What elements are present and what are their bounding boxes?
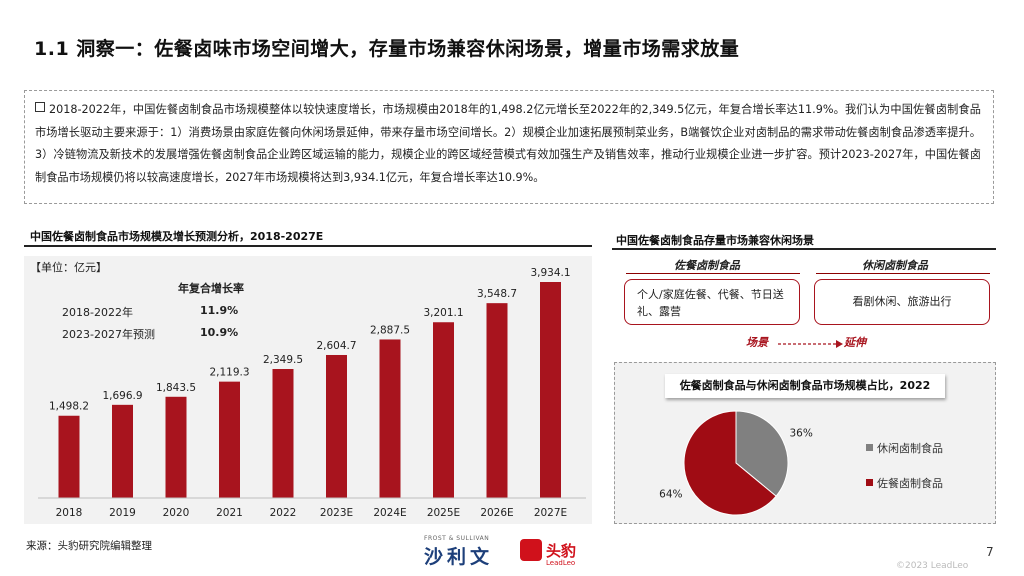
cagr-period-2: 2023-2027年预测 xyxy=(62,328,155,341)
cagr-value-1: 11.9% xyxy=(200,304,239,317)
legend-item-side-dish: 佐餐卤制食品 xyxy=(866,475,943,491)
bar-2027E xyxy=(540,282,561,498)
summary-box: 2018-2022年，中国佐餐卤制食品市场规模整体以较快速度增长，市场规模由20… xyxy=(24,90,994,204)
frost-sullivan-caption: FROST & SULLIVAN xyxy=(424,535,490,542)
bar-chart-title-rule xyxy=(24,245,592,247)
x-tick-label: 2018 xyxy=(56,507,83,519)
pie-slice-0 xyxy=(735,410,789,497)
x-tick-label: 2021 xyxy=(216,507,243,519)
bar-2018 xyxy=(58,415,80,498)
frost-sullivan-logo: 沙利文 xyxy=(424,546,494,568)
bar-2019 xyxy=(112,404,133,498)
x-tick-label: 2020 xyxy=(163,507,190,519)
x-tick-label: 2022 xyxy=(270,507,297,519)
bar-2021 xyxy=(219,381,240,498)
page-number: 7 xyxy=(986,545,994,559)
bar-2024E xyxy=(379,339,401,498)
col-header-snack-line xyxy=(816,273,990,274)
bar-value-label: 2,349.5 xyxy=(263,354,303,366)
col-header-side-dish: 佐餐卤制食品 xyxy=(674,259,740,272)
summary-paragraph: 2018-2022年，中国佐餐卤制食品市场规模整体以较快速度增长，市场规模由20… xyxy=(35,99,981,189)
x-tick-label: 2025E xyxy=(427,507,460,519)
cagr-header: 年复合增长率 xyxy=(178,282,244,295)
leadleo-logo: 头豹 xyxy=(546,542,577,560)
x-tick-label: 2027E xyxy=(534,507,567,519)
bar-2026E xyxy=(486,303,508,498)
pie-slice-label: 36% xyxy=(789,427,812,439)
x-tick-label: 2024E xyxy=(373,507,406,519)
bar-2022 xyxy=(272,369,294,498)
cagr-value-2: 10.9% xyxy=(200,326,239,339)
unit-label: 【单位：亿元】 xyxy=(30,261,107,274)
col-header-snack: 休闲卤制食品 xyxy=(862,259,928,272)
bar-chart-title: 中国佐餐卤制食品市场规模及增长预测分析，2018-2027E xyxy=(30,230,324,243)
x-tick-label: 2019 xyxy=(109,507,136,519)
cagr-period-1: 2018-2022年 xyxy=(62,306,133,319)
summary-text: 2018-2022年，中国佐餐卤制食品市场规模整体以较快速度增长，市场规模由20… xyxy=(35,103,981,184)
snack-scene-text: 看剧休闲、旅游出行 xyxy=(852,295,952,308)
bar-value-label: 3,201.1 xyxy=(423,307,463,319)
x-tick-label: 2023E xyxy=(320,507,353,519)
bar-value-label: 1,498.2 xyxy=(49,401,89,413)
bar-2025E xyxy=(433,322,454,498)
legend-label-snack: 休闲卤制食品 xyxy=(877,442,943,455)
legend-swatch-snack xyxy=(866,444,873,451)
bar-2020 xyxy=(165,396,187,498)
bar-chart: 1,498.2 2018 1,696.9 2019 1,843.5 2020 2,119.3… xyxy=(38,267,586,519)
side-dish-scene-text: 个人/家庭佐餐、代餐、节日送礼、露营 xyxy=(637,288,784,318)
bar-value-label: 3,548.7 xyxy=(477,288,517,300)
page-title: 1.1 洞察一：佐餐卤味市场空间增大，存量市场兼容休闲场景，增量市场需求放量 xyxy=(34,38,740,60)
bar-value-label: 2,119.3 xyxy=(209,367,249,379)
pie-chart: 36% 64% xyxy=(659,410,813,516)
legend-label-side-dish: 佐餐卤制食品 xyxy=(877,477,943,490)
bar-value-label: 3,934.1 xyxy=(530,267,570,279)
bar-value-label: 2,887.5 xyxy=(370,324,410,336)
legend-item-snack: 休闲卤制食品 xyxy=(866,440,943,456)
snack-scene-box: 看剧休闲、旅游出行 xyxy=(814,279,990,325)
bar-value-label: 2,604.7 xyxy=(316,340,356,352)
leadleo-logo-sub: LeadLeo xyxy=(546,559,576,567)
extend-arrow-icon xyxy=(778,340,843,348)
bar-value-label: 1,696.9 xyxy=(102,390,142,402)
source-note: 来源：头豹研究院编辑整理 xyxy=(26,540,152,552)
pie-slice-1 xyxy=(683,410,777,516)
leadleo-logo-icon xyxy=(520,539,542,561)
extend-label: 延伸 xyxy=(844,336,866,349)
scene-panel-title: 中国佐餐卤制食品存量市场兼容休闲场景 xyxy=(616,234,814,247)
scene-label: 场景 xyxy=(746,336,768,349)
bar-2023E xyxy=(326,354,347,498)
x-tick-label: 2026E xyxy=(480,507,513,519)
col-header-side-dish-line xyxy=(626,273,800,274)
pie-slice-label: 64% xyxy=(659,489,682,501)
legend-swatch-side-dish xyxy=(866,479,873,486)
bar-value-label: 1,843.5 xyxy=(156,382,196,394)
side-dish-scene-box: 个人/家庭佐餐、代餐、节日送礼、露营 xyxy=(624,279,800,325)
checkbox-bullet-icon xyxy=(35,102,45,112)
copyright: ©2023 LeadLeo xyxy=(896,561,969,571)
pie-chart-title: 佐餐卤制食品与休闲卤制食品市场规模占比，2022 xyxy=(665,374,945,398)
scene-panel-title-rule xyxy=(612,248,996,250)
